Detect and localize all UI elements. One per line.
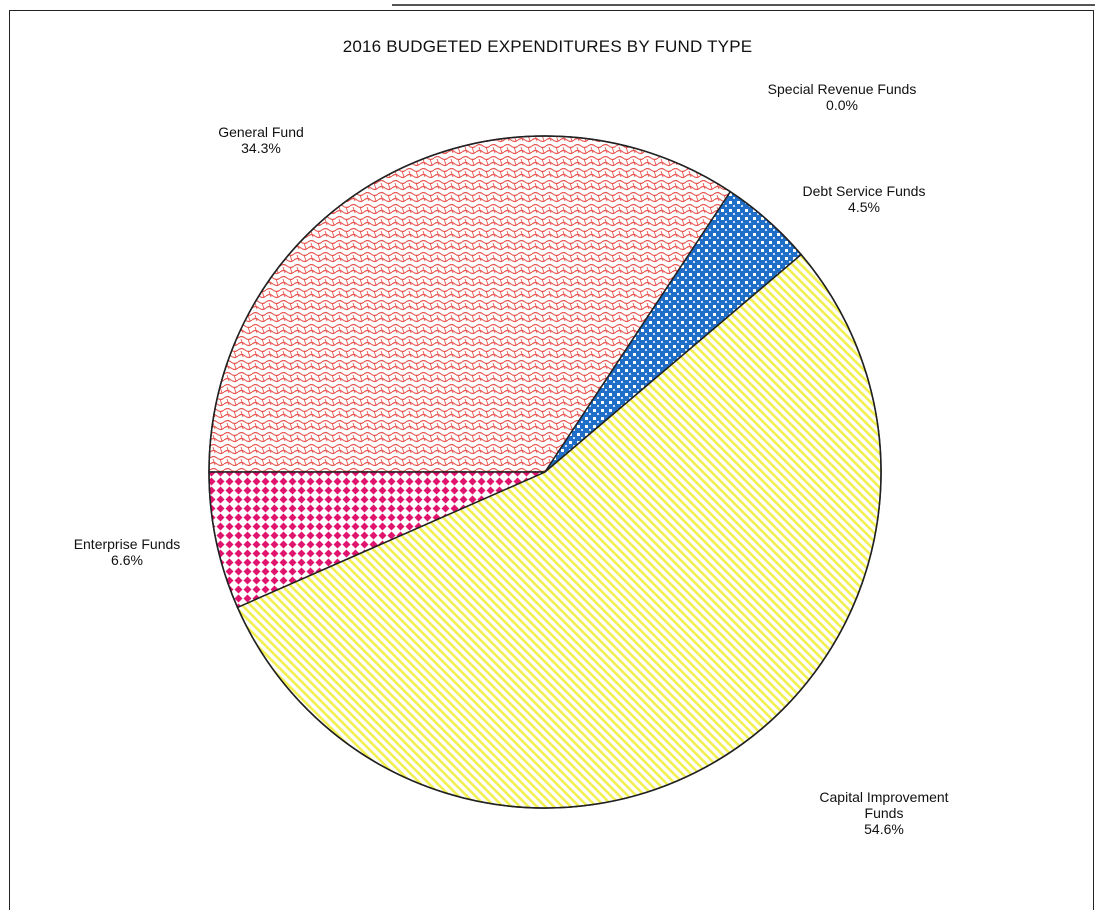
slice-percent: 34.3%: [241, 140, 281, 156]
slice-name: Special Revenue Funds: [767, 81, 917, 97]
slice-label-debt-service-funds: Debt Service Funds 4.5%: [803, 183, 926, 215]
chart-frame: [9, 10, 1094, 910]
slice-name: Enterprise Funds: [73, 536, 181, 552]
slice-percent: 4.5%: [848, 199, 880, 215]
slice-label-special-revenue-funds: Special Revenue Funds 0.0%: [768, 81, 917, 113]
slice-percent: 6.6%: [111, 552, 143, 568]
top-border-rule: [392, 4, 1095, 6]
pie-outline: [208, 135, 882, 809]
slice-name: Debt Service Funds: [802, 183, 926, 199]
slice-label-capital-improvement-funds: Capital Improvement Funds 54.6%: [819, 789, 948, 837]
slice-percent: 0.0%: [826, 97, 858, 113]
slice-name: Capital Improvement: [819, 789, 949, 805]
slice-percent: 54.6%: [864, 821, 904, 837]
slice-name: General Fund: [218, 124, 304, 140]
chart-title: 2016 BUDGETED EXPENDITURES BY FUND TYPE: [342, 37, 753, 56]
slice-name: Funds: [864, 805, 904, 821]
slice-label-general-fund: General Fund 34.3%: [218, 124, 304, 156]
pie-slices: [208, 135, 882, 809]
slice-label-enterprise-funds: Enterprise Funds 6.6%: [74, 536, 181, 568]
